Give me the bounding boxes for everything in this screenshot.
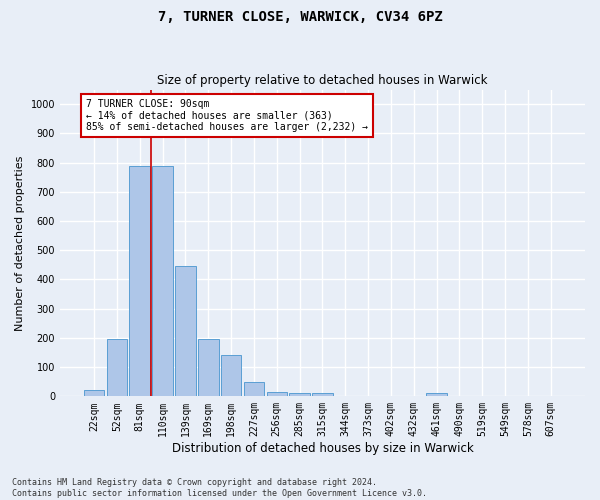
Bar: [152, 166, 173, 396]
Text: 7, TURNER CLOSE, WARWICK, CV34 6PZ: 7, TURNER CLOSE, WARWICK, CV34 6PZ: [158, 10, 442, 24]
X-axis label: Distribution of detached houses by size in Warwick: Distribution of detached houses by size …: [172, 442, 473, 455]
Text: 7 TURNER CLOSE: 90sqm
← 14% of detached houses are smaller (363)
85% of semi-det: 7 TURNER CLOSE: 90sqm ← 14% of detached …: [86, 99, 368, 132]
Bar: [107, 340, 127, 396]
Bar: [198, 340, 218, 396]
Bar: [312, 393, 333, 396]
Bar: [130, 166, 150, 396]
Bar: [221, 356, 241, 397]
Bar: [266, 392, 287, 396]
Title: Size of property relative to detached houses in Warwick: Size of property relative to detached ho…: [157, 74, 488, 87]
Bar: [427, 394, 447, 396]
Bar: [175, 266, 196, 396]
Bar: [244, 382, 264, 396]
Bar: [84, 390, 104, 396]
Y-axis label: Number of detached properties: Number of detached properties: [15, 156, 25, 330]
Bar: [289, 393, 310, 396]
Text: Contains HM Land Registry data © Crown copyright and database right 2024.
Contai: Contains HM Land Registry data © Crown c…: [12, 478, 427, 498]
